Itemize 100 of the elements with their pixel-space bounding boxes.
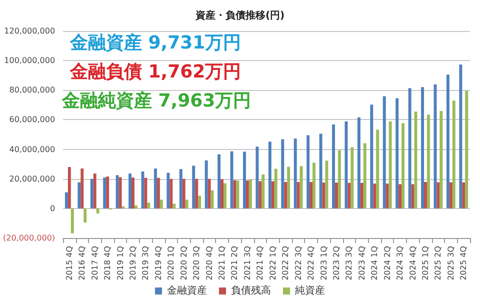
annotation: 金融負債 1,762万円 (69, 62, 242, 82)
x-tick-label: 2019 4Q (154, 246, 163, 280)
x-tick-label: 2024 4Q (408, 246, 418, 280)
x-tick-label: 2020 2Q (179, 246, 188, 280)
bar (80, 168, 84, 208)
x-tick-label: 2022 4Q (306, 246, 316, 280)
bar (402, 123, 405, 208)
bar (116, 175, 119, 208)
bar (132, 178, 134, 208)
bar (223, 183, 226, 208)
legend-label: 負債残高 (231, 284, 271, 296)
bar (421, 87, 424, 208)
bar (382, 96, 386, 208)
bar (348, 182, 351, 208)
bar (408, 88, 412, 208)
bar (192, 166, 196, 208)
x-tick-label: 2019 2Q (128, 246, 138, 280)
bar (465, 90, 468, 208)
bar (370, 104, 374, 208)
chart-title: 資産・負債推移(円) (194, 10, 285, 22)
x-tick-label: 2016 4Q (78, 246, 87, 280)
bar (154, 168, 157, 208)
x-tick-label: 2024 3Q (396, 246, 405, 280)
legend-label: 純資産 (295, 284, 325, 296)
bar (70, 208, 74, 234)
bar (325, 160, 328, 208)
x-tick-label: 2024 2Q (382, 246, 392, 280)
bar (334, 182, 338, 208)
bar (208, 178, 211, 208)
annotation: 金融純資産 7,963万円 (61, 90, 252, 112)
y-tick-label: 20,000,000 (9, 174, 56, 184)
x-tick-label: 2025 3Q (446, 246, 456, 280)
bar (90, 178, 94, 208)
bar (300, 166, 303, 208)
bar (185, 200, 188, 208)
bar (462, 182, 466, 208)
bar (332, 124, 335, 208)
bar (160, 200, 163, 208)
bar (103, 178, 106, 208)
bar (96, 208, 100, 214)
bar (64, 192, 68, 208)
bar (172, 204, 176, 208)
legend-label: 金融資産 (167, 284, 207, 296)
bar (182, 178, 186, 208)
bar (242, 152, 246, 208)
bar (376, 130, 380, 208)
bar (281, 139, 284, 208)
bar (436, 182, 440, 208)
x-tick-label: 2025 4Q (459, 246, 468, 280)
bar (271, 181, 274, 208)
bar (233, 180, 236, 208)
x-tick-label: 2021 1Q (218, 246, 227, 280)
bar (363, 143, 366, 208)
bar (134, 205, 138, 208)
bar (106, 176, 110, 208)
x-tick-label: 2020 1Q (166, 246, 176, 280)
y-tick-label: 80,000,000 (9, 86, 56, 95)
y-tick-label: 100,000,000 (4, 56, 56, 66)
bar (426, 114, 430, 208)
bar (156, 178, 160, 208)
bar (287, 166, 290, 208)
y-tick-label: 120,000,000 (4, 26, 56, 36)
annotation: 金融資産 9,731万円 (69, 32, 242, 54)
bar (452, 100, 456, 208)
bar (294, 138, 297, 208)
x-tick-label: 2023 2Q (332, 246, 341, 280)
bar (388, 121, 392, 208)
bar (284, 182, 288, 208)
x-tick-label: 2020 3Q (192, 246, 202, 280)
x-tick-label: 2021 2Q (230, 246, 240, 280)
bar (344, 121, 348, 208)
bar (248, 180, 252, 208)
x-tick-label: 2017 4Q (90, 246, 100, 280)
bar (338, 150, 341, 208)
bar (198, 196, 202, 208)
bar (118, 177, 122, 208)
x-tick-label: 2025 2Q (434, 246, 443, 280)
x-tick-label: 2023 3Q (344, 246, 354, 280)
bar (424, 182, 427, 208)
x-tick-label: 2025 1Q (420, 246, 430, 280)
y-tick-label: 40,000,000 (9, 144, 56, 154)
bar (312, 162, 316, 208)
x-tick-label: 2018 4Q (103, 246, 112, 280)
bar (357, 117, 360, 208)
bar (360, 182, 364, 208)
bar (306, 135, 310, 208)
bar (218, 154, 221, 208)
x-tick-label: 2015 4Q (64, 246, 74, 280)
x-tick-label: 2024 1Q (370, 246, 380, 280)
bar (449, 182, 452, 208)
x-tick-label: 2023 4Q (357, 246, 366, 280)
bar (128, 174, 132, 208)
bar (373, 184, 376, 208)
bar (220, 179, 224, 208)
bar (262, 174, 265, 208)
bar (268, 142, 272, 208)
y-tick-label: 0 (50, 204, 56, 213)
bar (446, 74, 450, 208)
bar (256, 146, 259, 208)
x-tick-label: 2021 3Q (242, 246, 252, 280)
